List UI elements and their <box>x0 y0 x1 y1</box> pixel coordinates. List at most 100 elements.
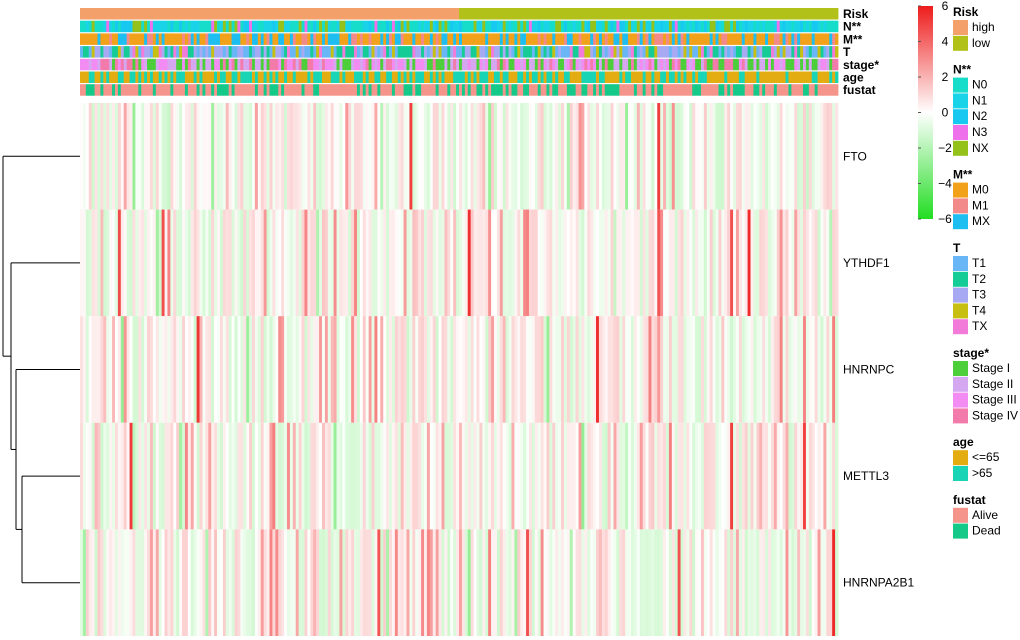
annotation-cell <box>321 33 326 45</box>
legend-item-label: M0 <box>972 183 989 197</box>
heatmap-cell <box>520 209 524 317</box>
annotation-cell <box>526 71 530 83</box>
annotation-cell <box>187 84 192 96</box>
annotation-cell <box>814 58 818 71</box>
heatmap-cell <box>747 316 751 423</box>
heatmap-cell <box>263 103 267 210</box>
annotation-cell <box>598 20 603 33</box>
annotation-cell <box>82 84 87 96</box>
heatmap-cell <box>461 316 466 423</box>
annotation-cell <box>625 84 629 96</box>
annotation-cell <box>400 84 405 96</box>
annotation-cell <box>671 46 676 58</box>
annotation-cell <box>345 84 349 96</box>
annotation-cell <box>628 20 632 33</box>
annotation-cell <box>657 71 661 83</box>
annotation-cell <box>820 71 824 83</box>
annotation-cell <box>700 33 705 45</box>
heatmap-cell <box>173 529 177 636</box>
annotation-cell <box>689 84 693 96</box>
annotation-cell <box>237 33 241 45</box>
heatmap-cell <box>695 529 699 636</box>
heatmap-cell <box>94 316 98 423</box>
heatmap-cell <box>540 209 544 317</box>
heatmap-cell <box>715 529 719 636</box>
heatmap-cell <box>558 316 562 423</box>
annotation-cell <box>499 84 504 96</box>
annotation-cell <box>278 20 282 33</box>
annotation-cell <box>394 8 399 20</box>
annotation-cell <box>639 84 644 96</box>
annotation-cell <box>770 46 775 58</box>
annotation-cell <box>356 20 361 33</box>
heatmap-cell <box>324 103 329 210</box>
annotation-cell <box>479 33 483 45</box>
annotation-cell <box>138 8 142 20</box>
annotation-cell <box>808 33 813 45</box>
heatmap-cell <box>747 209 751 317</box>
heatmap-cell <box>281 103 285 210</box>
heatmap-cell <box>383 209 387 317</box>
annotation-cell <box>808 46 813 58</box>
heatmap-cell <box>94 103 98 210</box>
annotation-cell <box>823 20 827 33</box>
annotation-cell <box>770 20 775 33</box>
annotation-cell <box>368 46 372 58</box>
heatmap-cell <box>132 209 136 317</box>
annotation-cell <box>703 58 708 71</box>
annotation-cell <box>645 46 649 58</box>
heatmap-cell <box>356 316 361 423</box>
annotation-cell <box>526 58 530 71</box>
annotation-cell <box>756 8 760 20</box>
heatmap-cell <box>479 422 483 530</box>
heatmap-cell <box>313 316 317 423</box>
heatmap-cell <box>144 103 148 210</box>
annotation-cell <box>429 71 434 83</box>
annotation-cell <box>835 71 839 83</box>
annotation-cell <box>581 8 585 20</box>
annotation-cell <box>217 71 221 83</box>
annotation-cell <box>310 33 314 45</box>
heatmap-cell <box>190 422 195 530</box>
annotation-cell <box>534 71 539 83</box>
annotation-cell <box>523 33 527 45</box>
annotation-cell <box>581 20 585 33</box>
legend-swatch <box>953 93 968 109</box>
annotation-cell <box>103 71 107 83</box>
heatmap-cell <box>342 103 346 210</box>
annotation-cell <box>575 58 579 71</box>
heatmap-cell <box>537 529 542 636</box>
heatmap-cell <box>240 529 244 636</box>
heatmap-cell <box>654 316 658 423</box>
heatmap-cell <box>319 103 323 210</box>
annotation-cell <box>797 8 801 20</box>
annotation-cell <box>642 84 646 96</box>
annotation-cell <box>391 84 396 96</box>
annotation-cell <box>584 46 588 58</box>
annotation-cell <box>231 71 235 83</box>
heatmap-cell <box>756 103 760 210</box>
heatmap-cell <box>619 529 623 636</box>
heatmap-cell <box>310 529 314 636</box>
heatmap-cell <box>727 529 731 636</box>
annotation-cell <box>555 33 559 45</box>
heatmap-cell <box>479 316 483 423</box>
heatmap-cell <box>765 529 769 636</box>
heatmap-cell <box>715 422 719 530</box>
annotation-cell <box>167 8 171 20</box>
annotation-cell <box>435 84 439 96</box>
annotation-cell <box>205 71 209 83</box>
annotation-cell <box>304 46 308 58</box>
heatmap-cell <box>152 103 157 210</box>
annotation-cell <box>619 71 623 83</box>
heatmap-cell <box>700 209 705 317</box>
annotation-cell <box>453 58 457 71</box>
heatmap-cell <box>464 209 469 317</box>
heatmap-cell <box>628 103 632 210</box>
annotation-cell <box>190 46 195 58</box>
annotation-cell <box>473 58 477 71</box>
heatmap-cell <box>534 529 539 636</box>
annotation-cell <box>383 46 387 58</box>
annotation-cell <box>470 58 474 71</box>
heatmap-cell <box>129 529 133 636</box>
